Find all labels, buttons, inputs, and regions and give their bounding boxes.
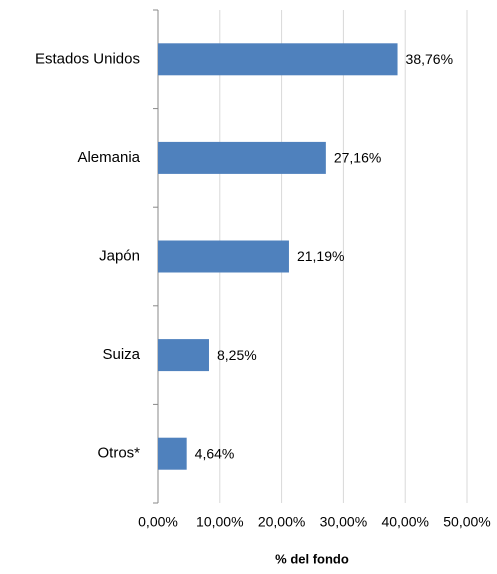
y-tick-label: Alemania: [77, 149, 140, 166]
x-tick-label: 0,00%: [138, 514, 178, 530]
x-tick-label: 20,00%: [258, 514, 305, 530]
y-tick-label: Japón: [99, 247, 140, 264]
data-label: 27,16%: [334, 150, 381, 166]
x-tick-label: 10,00%: [196, 514, 243, 530]
x-tick-label: 30,00%: [320, 514, 367, 530]
bar: [158, 43, 398, 76]
x-tick-label: 40,00%: [381, 514, 428, 530]
x-tick-label: 50,00%: [443, 514, 490, 530]
data-label: 38,76%: [406, 51, 453, 67]
y-tick-label: Estados Unidos: [35, 50, 140, 67]
y-tick-label: Otros*: [97, 445, 140, 462]
bar: [158, 339, 209, 372]
bar: [158, 437, 187, 470]
data-label: 21,19%: [297, 248, 344, 264]
data-label: 4,64%: [195, 445, 235, 461]
y-tick-label: Suiza: [102, 346, 140, 363]
bar: [158, 141, 326, 174]
x-axis-title: % del fondo: [275, 551, 349, 566]
data-label: 8,25%: [217, 347, 257, 363]
bar: [158, 240, 289, 273]
